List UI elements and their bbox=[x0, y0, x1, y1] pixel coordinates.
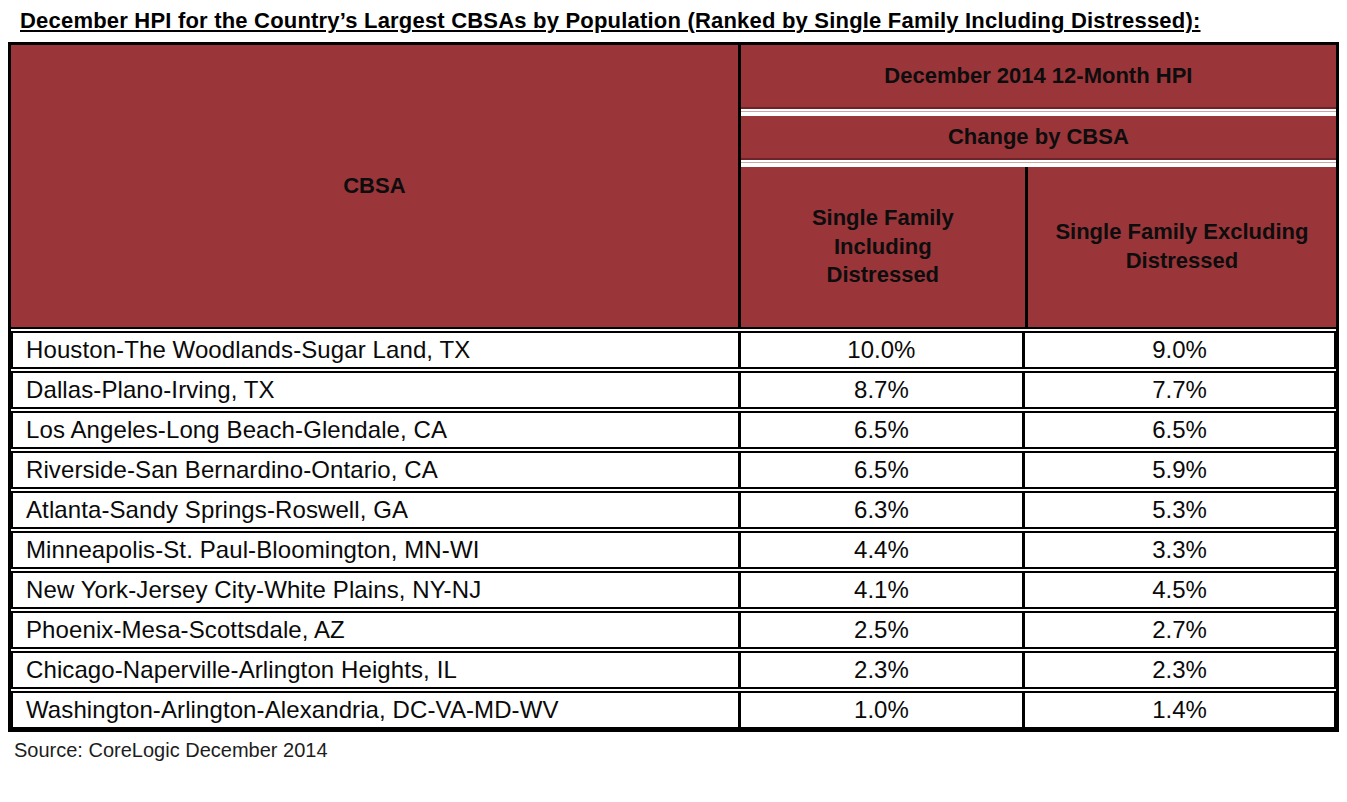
table-header: CBSA December 2014 12-Month HPI Change b… bbox=[11, 45, 1336, 329]
table-row: Houston-The Woodlands-Sugar Land, TX 10.… bbox=[11, 331, 1336, 369]
including-distressed-value: 8.7% bbox=[738, 373, 1023, 407]
table-row: Phoenix-Mesa-Scottsdale, AZ 2.5% 2.7% bbox=[11, 611, 1336, 649]
group-header: December 2014 12-Month HPI bbox=[741, 45, 1336, 107]
cbsa-name: Atlanta-Sandy Springs-Roswell, GA bbox=[13, 493, 738, 527]
cbsa-name: New York-Jersey City-White Plains, NY-NJ bbox=[13, 573, 738, 607]
header-divider bbox=[741, 158, 1336, 167]
excluding-distressed-value: 6.5% bbox=[1022, 413, 1334, 447]
subgroup-header: Change by CBSA bbox=[741, 116, 1336, 158]
cbsa-name: Chicago-Naperville-Arlington Heights, IL bbox=[13, 653, 738, 687]
hpi-table: CBSA December 2014 12-Month HPI Change b… bbox=[8, 42, 1339, 732]
header-divider bbox=[741, 107, 1336, 116]
including-distressed-value: 1.0% bbox=[738, 693, 1023, 727]
column-headers: Single Family Including Distressed Singl… bbox=[741, 167, 1336, 327]
excluding-distressed-value: 2.3% bbox=[1022, 653, 1334, 687]
cbsa-name: Phoenix-Mesa-Scottsdale, AZ bbox=[13, 613, 738, 647]
cbsa-name: Minneapolis-St. Paul-Bloomington, MN-WI bbox=[13, 533, 738, 567]
source-note: Source: CoreLogic December 2014 bbox=[14, 739, 1347, 762]
cbsa-name: Los Angeles-Long Beach-Glendale, CA bbox=[13, 413, 738, 447]
including-distressed-value: 10.0% bbox=[738, 333, 1023, 367]
including-distressed-value: 4.4% bbox=[738, 533, 1023, 567]
header-right-section: December 2014 12-Month HPI Change by CBS… bbox=[738, 45, 1336, 327]
cbsa-column-header: CBSA bbox=[11, 45, 738, 327]
cbsa-name: Houston-The Woodlands-Sugar Land, TX bbox=[13, 333, 738, 367]
page-title: December HPI for the Country’s Largest C… bbox=[20, 6, 1285, 35]
including-distressed-value: 2.3% bbox=[738, 653, 1023, 687]
excluding-distressed-value: 3.3% bbox=[1022, 533, 1334, 567]
including-distressed-value: 4.1% bbox=[738, 573, 1023, 607]
table-row: Atlanta-Sandy Springs-Roswell, GA 6.3% 5… bbox=[11, 491, 1336, 529]
cbsa-name: Dallas-Plano-Irving, TX bbox=[13, 373, 738, 407]
cbsa-name: Riverside-San Bernardino-Ontario, CA bbox=[13, 453, 738, 487]
column-header-excluding-distressed: Single Family Excluding Distressed bbox=[1025, 167, 1336, 327]
table-row: Washington-Arlington-Alexandria, DC-VA-M… bbox=[11, 691, 1336, 729]
table-row: New York-Jersey City-White Plains, NY-NJ… bbox=[11, 571, 1336, 609]
including-distressed-value: 6.3% bbox=[738, 493, 1023, 527]
excluding-distressed-value: 5.3% bbox=[1022, 493, 1334, 527]
excluding-distressed-value: 7.7% bbox=[1022, 373, 1334, 407]
column-header-including-distressed: Single Family Including Distressed bbox=[741, 167, 1025, 327]
table-row: Minneapolis-St. Paul-Bloomington, MN-WI … bbox=[11, 531, 1336, 569]
table-row: Riverside-San Bernardino-Ontario, CA 6.5… bbox=[11, 451, 1336, 489]
excluding-distressed-value: 9.0% bbox=[1022, 333, 1334, 367]
table-row: Chicago-Naperville-Arlington Heights, IL… bbox=[11, 651, 1336, 689]
excluding-distressed-value: 4.5% bbox=[1022, 573, 1334, 607]
table-row: Los Angeles-Long Beach-Glendale, CA 6.5%… bbox=[11, 411, 1336, 449]
including-distressed-value: 2.5% bbox=[738, 613, 1023, 647]
excluding-distressed-value: 5.9% bbox=[1022, 453, 1334, 487]
table-body: Houston-The Woodlands-Sugar Land, TX 10.… bbox=[11, 331, 1336, 729]
table-row: Dallas-Plano-Irving, TX 8.7% 7.7% bbox=[11, 371, 1336, 409]
including-distressed-value: 6.5% bbox=[738, 453, 1023, 487]
excluding-distressed-value: 2.7% bbox=[1022, 613, 1334, 647]
cbsa-name: Washington-Arlington-Alexandria, DC-VA-M… bbox=[13, 693, 738, 727]
excluding-distressed-value: 1.4% bbox=[1022, 693, 1334, 727]
including-distressed-value: 6.5% bbox=[738, 413, 1023, 447]
